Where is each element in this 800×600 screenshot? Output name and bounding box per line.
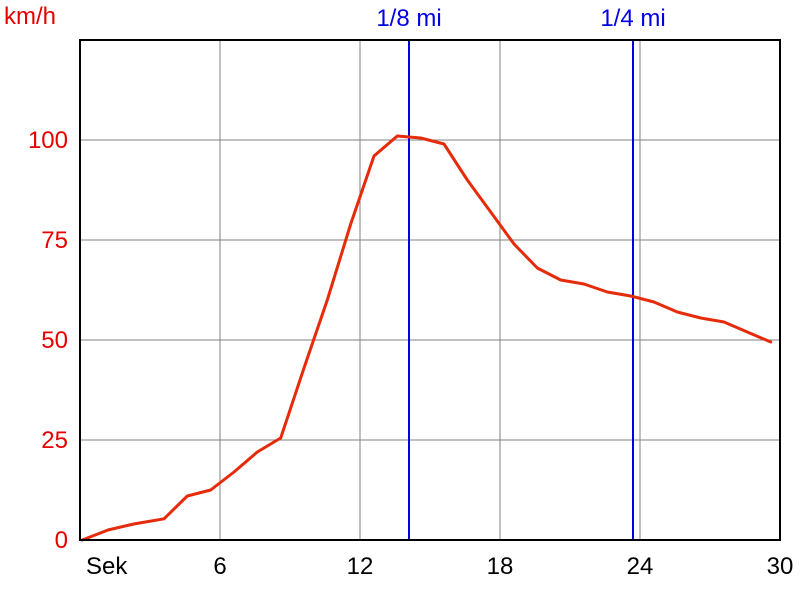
distance-markers: 1/8 mi 1/4 mi <box>376 5 666 540</box>
y-tick-label: 0 <box>55 527 68 554</box>
marker-label: 1/4 mi <box>600 5 665 32</box>
grid <box>80 40 780 540</box>
x-tick-label: 24 <box>627 553 654 580</box>
x-tick-label: 18 <box>487 553 514 580</box>
y-tick-label: 100 <box>28 127 68 154</box>
y-axis-ticks: 0 25 50 75 100 <box>28 127 68 554</box>
plot-frame <box>79 39 781 541</box>
y-tick-label: 75 <box>41 227 68 254</box>
marker-label: 1/8 mi <box>376 5 441 32</box>
x-tick-label: 12 <box>347 553 374 580</box>
y-axis-label: km/h <box>4 3 56 30</box>
x-axis-unit-label: Sek <box>86 553 128 580</box>
y-tick-label: 25 <box>41 427 68 454</box>
x-tick-label: 6 <box>213 553 226 580</box>
y-tick-label: 50 <box>41 327 68 354</box>
speed-line <box>80 134 773 542</box>
x-tick-label: 30 <box>767 553 794 580</box>
x-axis-ticks: 6 12 18 24 30 <box>213 553 793 580</box>
